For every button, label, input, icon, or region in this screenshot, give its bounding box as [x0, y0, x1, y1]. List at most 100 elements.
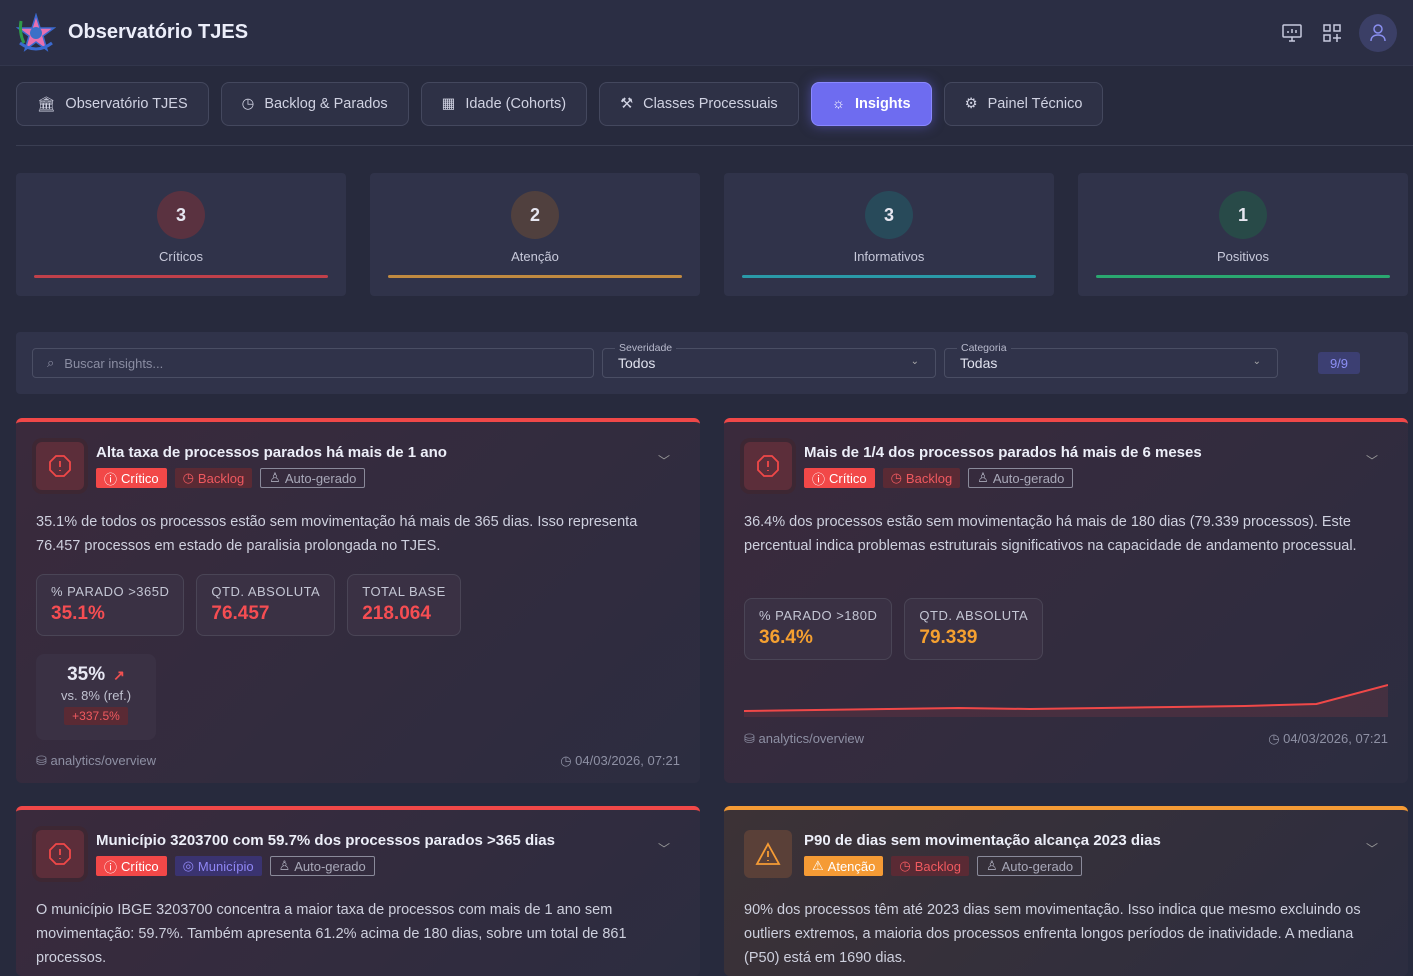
card-title: P90 de dias sem movimentação alcança 202… — [804, 832, 1161, 849]
summary-count: 3 — [157, 191, 205, 239]
metric: % PARADO >365D 35.1% — [36, 574, 185, 636]
nav-painel-tecnico[interactable]: ⚙ Painel Técnico — [943, 82, 1104, 126]
nav-idade[interactable]: ▦ Idade (Cohorts) — [420, 82, 588, 126]
summary-positive[interactable]: 1 Positivos — [1078, 173, 1408, 296]
insight-card: Alta taxa de processos parados há mais d… — [16, 418, 700, 783]
auto-badge: ♙ Auto-gerado — [968, 468, 1074, 488]
lightbulb-icon: ☼ — [831, 96, 845, 112]
severity-value: Todos — [618, 355, 656, 371]
card-title: Mais de 1/4 dos processos parados há mai… — [804, 444, 1202, 461]
alert-octagon-icon — [744, 442, 792, 490]
main-nav: 🏛 Observatório TJES ◷ Backlog & Parados ▦ I… — [16, 82, 1104, 126]
nav-label: Painel Técnico — [987, 96, 1083, 112]
chevron-down-icon[interactable]: ﹀ — [657, 454, 670, 468]
summary-bar — [34, 275, 328, 278]
category-select[interactable]: Categoria Todas ⌄ — [944, 342, 1278, 378]
nav-classes[interactable]: ⚒ Classes Processuais — [599, 82, 799, 126]
category-badge: ◎ Município — [174, 856, 262, 876]
comparison-reference: vs. 8% (ref.) — [60, 688, 132, 703]
severity-badge: ⚠ Atenção — [804, 856, 884, 876]
filter-bar: ⌕ Buscar insights... Severidade Todos ⌄ Cat… — [16, 332, 1408, 394]
auto-badge: ♙ Auto-gerado — [260, 468, 366, 488]
summary-bar — [1096, 275, 1390, 278]
chevron-down-icon[interactable]: ﹀ — [1365, 842, 1378, 856]
source-label: ⛁ analytics/overview — [36, 753, 157, 768]
auto-badge: ♙ Auto-gerado — [976, 856, 1083, 876]
source-label: ⛁ analytics/overview — [744, 731, 865, 746]
alert-octagon-icon — [36, 442, 84, 490]
card-description: 90% dos processos têm até 2023 dias sem … — [744, 902, 1361, 966]
tjes-logo — [16, 12, 56, 52]
summary-count: 3 — [865, 191, 913, 239]
severity-badge: ⓘ Crítico — [96, 856, 167, 876]
divider — [16, 145, 1413, 146]
nav-insights[interactable]: ☼ Insights — [810, 82, 932, 126]
arrow-up-right-icon: ↗ — [113, 667, 125, 683]
category-badge: ◷ Backlog — [891, 856, 969, 876]
timestamp: ◷ 04/03/2026, 07:21 — [560, 753, 680, 768]
chevron-down-icon[interactable]: ﹀ — [657, 842, 670, 856]
card-description: O município IBGE 3203700 concentra a mai… — [36, 902, 627, 966]
category-label: Categoria — [957, 342, 1011, 354]
card-description: 35.1% de todos os processos estão sem mo… — [36, 514, 638, 554]
category-badge: ◷ Backlog — [174, 468, 253, 488]
grid-plus-icon[interactable] — [1319, 20, 1345, 46]
metric: QTD. ABSOLUTA 76.457 — [196, 574, 336, 636]
summary-attention[interactable]: 2 Atenção — [370, 173, 700, 296]
sparkline-chart — [744, 684, 1388, 717]
insight-card: P90 de dias sem movimentação alcança 202… — [724, 806, 1408, 976]
category-badge: ◷ Backlog — [882, 468, 961, 488]
nav-label: Idade (Cohorts) — [465, 96, 567, 112]
nav-observatorio[interactable]: 🏛 Observatório TJES — [16, 82, 209, 126]
card-description: 36.4% dos processos estão sem movimentaç… — [744, 514, 1357, 554]
summary-info[interactable]: 3 Informativos — [724, 173, 1054, 296]
sparkline-line — [744, 684, 1388, 712]
user-avatar-button[interactable] — [1359, 13, 1397, 52]
search-input[interactable]: ⌕ Buscar insights... — [32, 348, 594, 378]
monitor-icon[interactable] — [1279, 20, 1305, 46]
nav-label: Observatório TJES — [65, 96, 188, 112]
sparkline-area — [744, 685, 1388, 717]
calendar-clock-icon: ▦ — [441, 96, 456, 112]
card-title: Alta taxa de processos parados há mais d… — [96, 444, 447, 461]
alert-octagon-icon — [36, 830, 84, 878]
nav-backlog[interactable]: ◷ Backlog & Parados — [220, 82, 409, 126]
summary-count: 1 — [1219, 191, 1267, 239]
severity-badge: ⓘ Crítico — [804, 468, 875, 488]
summary-critical[interactable]: 3 Críticos — [16, 173, 346, 296]
results-count-badge: 9/9 — [1318, 352, 1360, 374]
metric: % PARADO >180D 36.4% — [744, 598, 893, 660]
severity-select[interactable]: Severidade Todos ⌄ — [602, 342, 936, 378]
gavel-icon: ⚒ — [620, 96, 634, 112]
summary-count: 2 — [511, 191, 559, 239]
summary-bar — [742, 275, 1036, 278]
insight-card: Mais de 1/4 dos processos parados há mai… — [724, 418, 1408, 783]
bank-icon: 🏛 — [37, 96, 56, 113]
severity-badge: ⓘ Crítico — [96, 468, 167, 488]
app-header: Observatório TJES — [0, 0, 1413, 66]
summary-label: Críticos — [158, 249, 204, 264]
chevron-down-icon: ⌄ — [1252, 356, 1261, 367]
cpu-icon: ⚙ — [964, 96, 978, 112]
summary-label: Positivos — [1216, 249, 1270, 264]
app-title: Observatório TJES — [68, 21, 249, 43]
auto-badge: ♙ Auto-gerado — [269, 856, 375, 876]
insight-card: Município 3203700 com 59.7% dos processo… — [16, 806, 700, 976]
alert-triangle-icon — [744, 830, 792, 878]
user-icon — [1370, 23, 1386, 41]
category-value: Todas — [960, 355, 998, 371]
chevron-down-icon[interactable]: ﹀ — [1365, 454, 1378, 468]
nav-label: Insights — [854, 96, 911, 112]
search-icon: ⌕ — [47, 355, 55, 370]
severity-label: Severidade — [615, 342, 677, 354]
card-title: Município 3203700 com 59.7% dos processo… — [96, 832, 555, 849]
clock-pause-icon: ◷ — [241, 96, 255, 112]
summary-label: Atenção — [511, 249, 559, 264]
metric: QTD. ABSOLUTA 79.339 — [904, 598, 1044, 660]
comparison-value: 35% — [67, 664, 106, 685]
search-placeholder: Buscar insights... — [64, 355, 164, 371]
nav-label: Backlog & Parados — [264, 96, 388, 112]
chevron-down-icon: ⌄ — [910, 356, 919, 367]
comparison-box: 35% ↗ vs. 8% (ref.) +337.5% — [36, 654, 156, 740]
nav-label: Classes Processuais — [643, 96, 778, 112]
